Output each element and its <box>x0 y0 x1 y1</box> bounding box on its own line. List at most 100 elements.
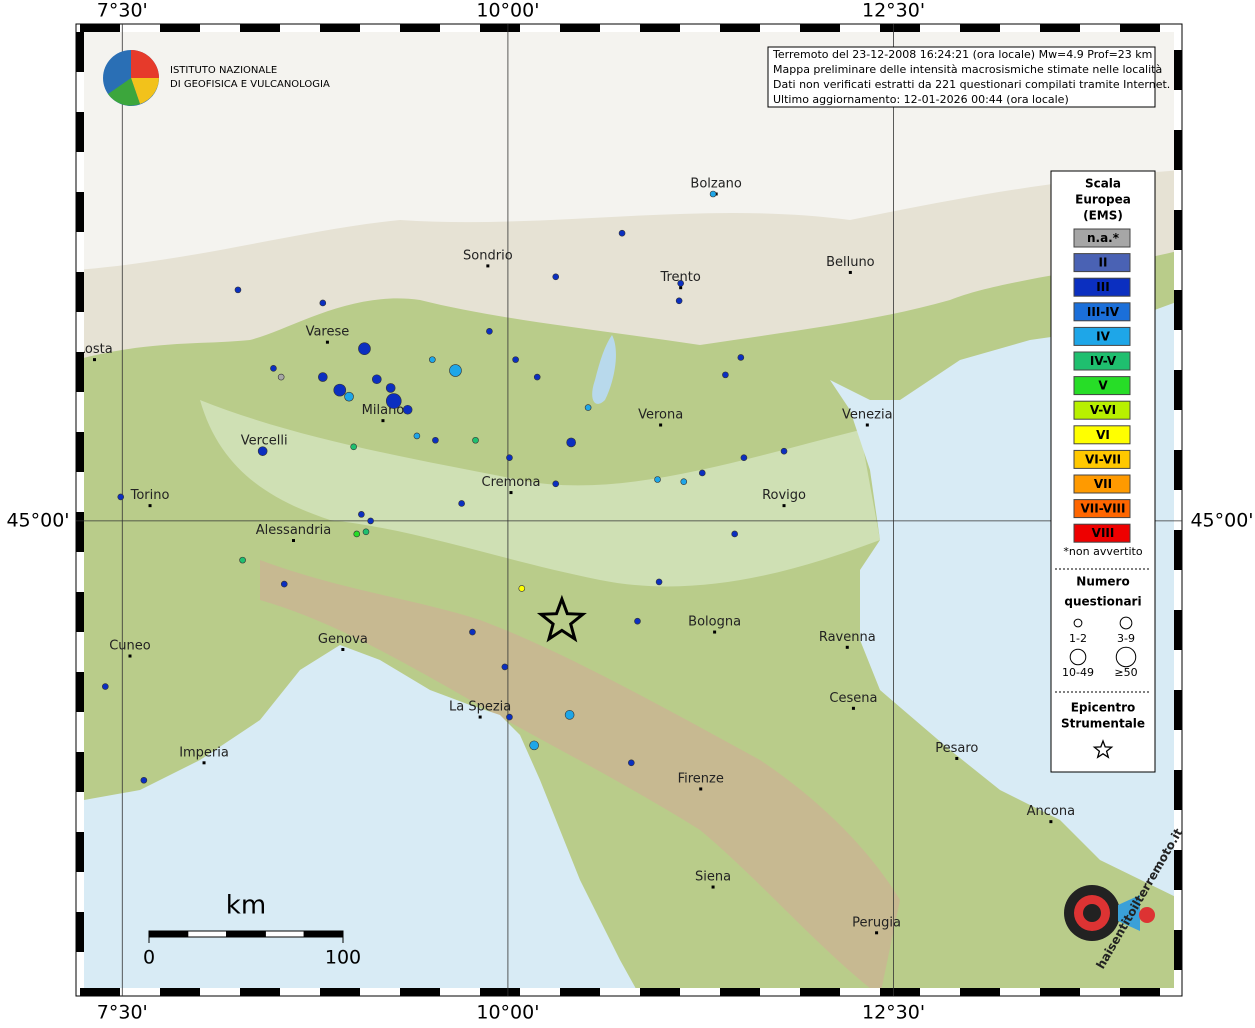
legend-label: III-IV <box>1087 305 1120 319</box>
x-tick-label: 12°30' <box>862 0 925 22</box>
legend-swatch <box>1073 351 1131 371</box>
intensity-point <box>731 530 738 538</box>
epicenter-star <box>1092 739 1114 759</box>
intensity-point <box>506 713 513 721</box>
city-marker <box>202 761 206 765</box>
intensity-point <box>552 273 560 281</box>
intensity-point <box>506 454 513 461</box>
terrain <box>84 32 1174 988</box>
legend-label: VII-VIII <box>1080 502 1125 516</box>
info-title: Terremoto del 23-12-2008 16:24:21 (ora l… <box>772 48 1152 61</box>
intensity-point <box>654 476 661 483</box>
city-label: Torino <box>130 488 170 503</box>
x-tick-label: 12°30' <box>862 1002 925 1024</box>
intensity-point <box>552 480 560 488</box>
legend-label: V-VI <box>1090 403 1116 417</box>
legend-swatch <box>1073 376 1131 396</box>
legend-label: VIII <box>1092 526 1115 540</box>
y-tick-label: 45°00' <box>6 509 69 531</box>
legend-label: VI-VII <box>1085 452 1121 466</box>
intensity-point <box>353 530 361 538</box>
intensity-point <box>117 493 125 501</box>
legend-title: Numero <box>1076 575 1129 589</box>
city-marker <box>875 931 879 935</box>
intensity-point <box>318 372 328 382</box>
institute-name: ISTITUTO NAZIONALE <box>170 65 277 76</box>
intensity-point <box>740 454 748 461</box>
scale-label: 0 <box>143 947 155 969</box>
legend-swatch <box>1073 523 1131 543</box>
city-label: Sondrio <box>463 248 513 263</box>
intensity-point <box>469 628 476 636</box>
intensity-point <box>677 280 684 287</box>
city-label: Verona <box>638 408 683 423</box>
intensity-point <box>486 327 493 335</box>
institute-name: DI GEOFISICA E VULCANOLOGIA <box>170 79 330 90</box>
city-marker <box>325 340 329 344</box>
city-marker <box>509 491 513 495</box>
intensity-point <box>358 342 371 356</box>
city-marker <box>699 787 703 791</box>
city-marker <box>291 539 295 543</box>
legend-label: III <box>1096 280 1109 294</box>
city-marker <box>955 756 959 760</box>
legend-size <box>1119 616 1133 630</box>
city-label: Perugia <box>852 915 901 930</box>
city-label: Bolzano <box>690 176 742 191</box>
city-label: Belluno <box>826 255 875 270</box>
city-label: Venezia <box>842 408 893 423</box>
intensity-point <box>628 759 635 767</box>
city-label: La Spezia <box>449 700 511 715</box>
legend-label: V <box>1098 379 1108 393</box>
intensity-point <box>413 432 421 440</box>
intensity-point <box>737 354 745 361</box>
intensity-point <box>102 683 109 690</box>
city-label: Imperia <box>179 745 229 760</box>
legend-size <box>1073 618 1083 628</box>
intensity-point <box>270 365 277 372</box>
intensity-point <box>350 443 357 451</box>
legend-swatch <box>1073 425 1131 445</box>
city-label: Alessandria <box>256 523 331 538</box>
intensity-point <box>140 776 148 784</box>
city-marker <box>679 286 683 290</box>
city-label: Trento <box>659 270 700 285</box>
intensity-point <box>512 356 519 363</box>
city-label: Aosta <box>76 342 112 357</box>
x-tick-label: 10°00' <box>476 1002 539 1024</box>
legend-label: IV-V <box>1090 354 1117 368</box>
intensity-point <box>566 437 576 448</box>
legend-swatch <box>1073 277 1131 297</box>
x-tick-label: 7°30' <box>97 0 148 22</box>
legend-label: VI <box>1096 428 1110 442</box>
intensity-point <box>529 740 539 751</box>
legend-swatch <box>1073 474 1131 494</box>
intensity-point <box>458 500 465 507</box>
intensity-point <box>449 364 462 377</box>
legend-size-label: 10-49 <box>1062 666 1094 679</box>
intensity-point <box>402 404 413 415</box>
intensity-point <box>584 404 592 411</box>
city-label: Bologna <box>688 615 741 630</box>
scale-unit: km <box>226 891 266 921</box>
city-label: Siena <box>695 870 731 885</box>
intensity-point <box>634 617 641 625</box>
city-marker <box>148 504 152 508</box>
intensity-point <box>277 373 285 381</box>
city-marker <box>711 885 715 889</box>
info-line: Ultimo aggiornamento: 12-01-2026 00:44 (… <box>773 93 1069 106</box>
city-label: Pesaro <box>935 741 978 756</box>
city-marker <box>341 647 345 651</box>
legend-size-label: 1-2 <box>1069 632 1087 645</box>
legend-size-label: 3-9 <box>1117 632 1135 645</box>
legend-title: Scala <box>1085 177 1121 191</box>
city-label: Cuneo <box>109 639 151 654</box>
city-label: Cremona <box>482 475 541 490</box>
city-label: Firenze <box>678 771 724 786</box>
legend-size-label: ≥50 <box>1114 666 1137 679</box>
legend-title: (EMS) <box>1083 209 1123 223</box>
intensity-point <box>780 447 788 455</box>
legend-title: questionari <box>1064 595 1141 609</box>
city-label: Varese <box>306 325 350 340</box>
